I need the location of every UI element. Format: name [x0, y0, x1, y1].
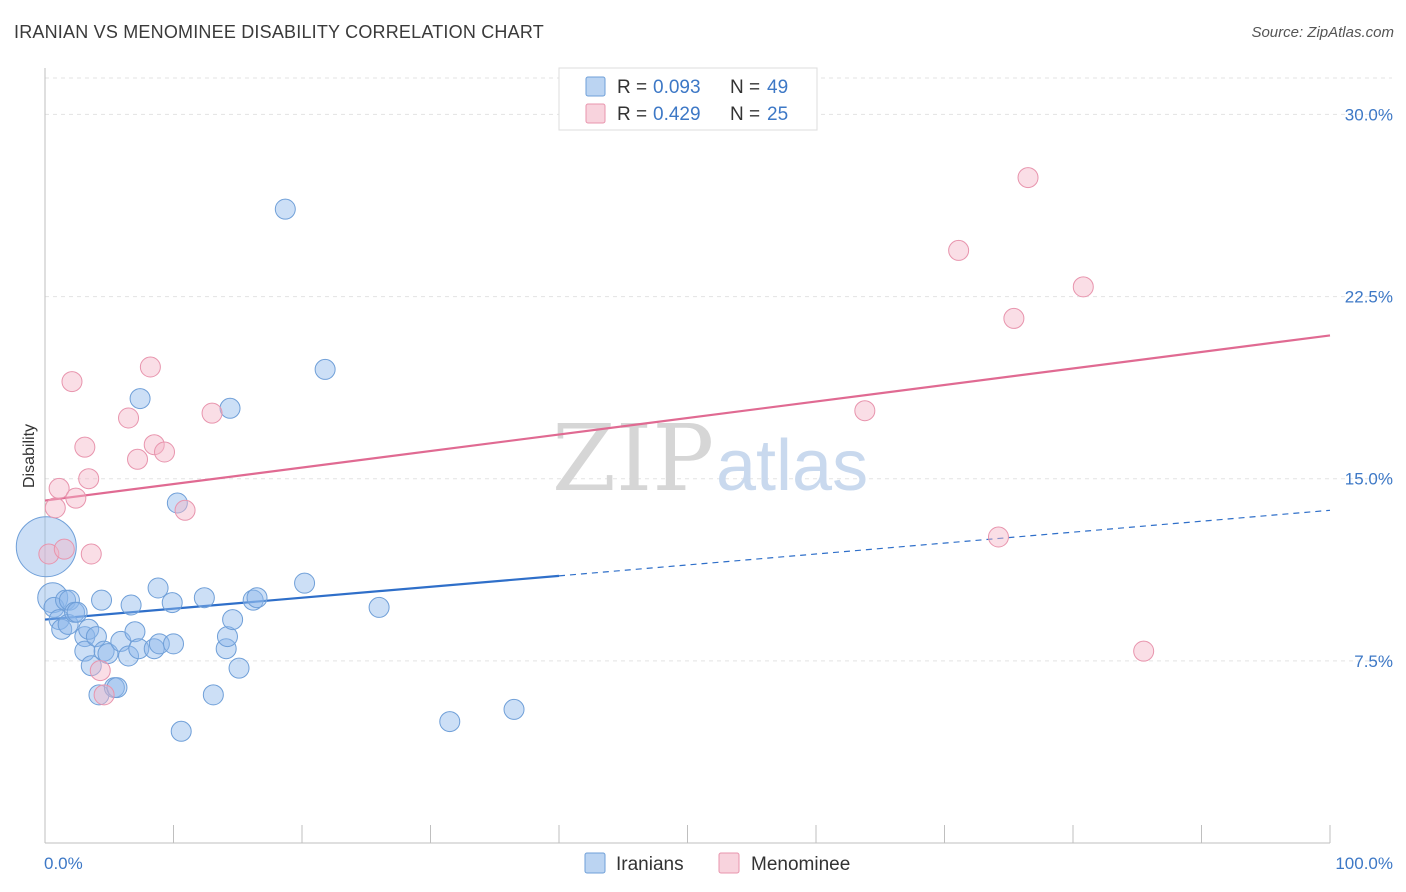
point-s0-47 [439, 711, 461, 733]
legend-n-label-0: N = [730, 77, 760, 98]
point-s0-39 [228, 657, 250, 679]
point-s0-46 [129, 388, 151, 410]
point-s1-4 [61, 371, 83, 393]
point-s0-30 [163, 633, 184, 655]
trend-lines [44, 334, 1331, 621]
point-s0-9 [66, 601, 88, 623]
point-s0-41 [246, 587, 268, 609]
legend: R = 0.093 N = 49 R = 0.429 N = 25 [558, 67, 818, 131]
point-s1-21 [1003, 307, 1025, 329]
point-s0-38 [222, 609, 244, 631]
y-tick-label-2: 22.5% [1345, 288, 1393, 307]
legend-n-value-1: 25 [767, 104, 788, 125]
point-s0-24 [124, 621, 146, 643]
point-s0-22 [118, 645, 140, 667]
point-s1-11 [118, 407, 140, 429]
point-s1-19 [948, 239, 970, 261]
legend-r-value-1: 0.429 [653, 104, 701, 125]
point-s0-2 [43, 596, 65, 618]
point-s1-20 [987, 526, 1009, 548]
point-s1-14 [143, 434, 165, 456]
point-s0-31 [166, 492, 188, 514]
y-tick-labels: 7.5% 15.0% 22.5% 30.0% [1345, 105, 1393, 670]
point-s0-6 [57, 613, 79, 635]
bottom-legend: Iranians Menominee [584, 852, 850, 875]
legend-swatch-0 [585, 76, 606, 97]
legend-r-label-1: R = [617, 104, 647, 125]
point-s0-42 [274, 198, 296, 220]
legend-n-value-0: 49 [767, 77, 788, 98]
point-s0-0 [15, 516, 77, 578]
point-s1-3 [53, 538, 75, 560]
point-s0-29 [161, 592, 183, 614]
point-s1-10 [93, 684, 115, 706]
point-s0-34 [202, 684, 224, 706]
point-s1-1 [44, 497, 66, 519]
point-s0-12 [78, 618, 100, 640]
point-s1-22 [1017, 167, 1039, 189]
point-s1-23 [1072, 276, 1094, 298]
axes [44, 68, 1331, 844]
y-axis-label: Disability [21, 424, 38, 488]
legend-swatch-1 [585, 103, 606, 124]
point-s1-15 [154, 441, 176, 463]
point-s0-7 [58, 589, 80, 611]
point-s0-27 [147, 577, 169, 599]
point-s1-18 [854, 400, 876, 422]
point-s0-25 [128, 638, 150, 660]
x-tick-labels: 0.0% 100.0% [44, 854, 1393, 873]
point-s0-48 [503, 698, 525, 720]
trend-line-1 [44, 334, 1331, 502]
point-s0-45 [368, 596, 390, 618]
point-s0-16 [91, 589, 113, 611]
bottom-legend-swatch-1 [718, 852, 740, 874]
point-s0-44 [314, 358, 336, 380]
point-s0-33 [193, 587, 215, 609]
x-tick-label-0: 0.0% [44, 854, 83, 873]
legend-r-label-0: R = [617, 77, 647, 98]
point-s0-40 [242, 589, 264, 611]
point-s1-9 [89, 660, 111, 682]
watermark: ZIP atlas [552, 405, 868, 512]
x-tick-label-1: 100.0% [1335, 854, 1393, 873]
point-s1-8 [80, 543, 102, 565]
point-s1-5 [65, 487, 87, 509]
point-s0-37 [219, 397, 241, 419]
watermark-zip: ZIP [552, 405, 714, 512]
point-s0-20 [106, 677, 128, 699]
y-tick-label-0: 7.5% [1354, 652, 1393, 671]
bottom-legend-label-0: Iranians [616, 854, 684, 875]
point-s1-12 [127, 448, 149, 470]
point-s1-13 [139, 356, 161, 378]
trend-extension-0 [558, 509, 1331, 577]
trend-line-0 [44, 574, 560, 621]
y-tick-label-1: 15.0% [1345, 470, 1393, 489]
watermark-atlas: atlas [716, 426, 868, 506]
point-s1-2 [48, 477, 70, 499]
point-s0-36 [216, 626, 238, 648]
point-s0-32 [170, 720, 192, 742]
bottom-legend-label-1: Menominee [751, 854, 850, 875]
source-label: Source: ZipAtlas.com [1251, 24, 1394, 41]
point-s1-17 [201, 402, 223, 424]
point-s1-7 [78, 468, 100, 490]
y-tick-label-3: 30.0% [1345, 105, 1393, 124]
data-points [15, 167, 1155, 742]
point-s1-6 [74, 436, 96, 458]
point-s1-16 [174, 499, 196, 521]
point-s0-15 [88, 684, 110, 706]
point-s0-43 [294, 572, 316, 594]
point-s0-23 [120, 594, 142, 616]
legend-n-label-1: N = [730, 104, 760, 125]
grid-lines [45, 77, 1392, 662]
bottom-legend-swatch-0 [584, 852, 606, 874]
legend-r-value-0: 0.093 [653, 77, 701, 98]
point-s1-24 [1133, 640, 1155, 662]
chart-title: IRANIAN VS MENOMINEE DISABILITY CORRELAT… [14, 22, 544, 42]
